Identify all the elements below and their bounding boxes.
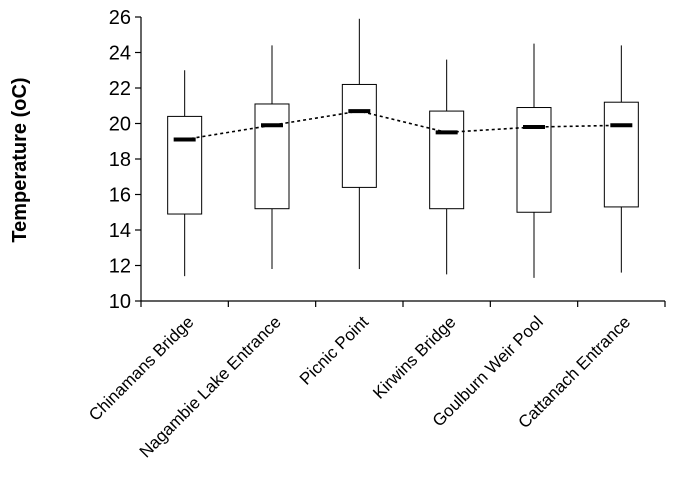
y-tick-label: 18 [109, 149, 131, 171]
iqr-box [341, 83, 377, 188]
median-line-layer [184, 110, 622, 141]
x-axis [140, 300, 666, 307]
box-6 [603, 45, 639, 273]
y-tick-label: 24 [109, 43, 131, 65]
iqr-box [254, 103, 290, 210]
y-tick-label: 26 [109, 7, 131, 29]
iqr-box [516, 107, 552, 213]
box-3 [341, 18, 377, 270]
y-tick-label: 16 [109, 185, 131, 207]
medians [173, 109, 633, 142]
box-1 [167, 70, 203, 277]
box-2 [254, 45, 290, 270]
iqr-box [603, 101, 639, 208]
box-4 [429, 59, 465, 275]
y-tick-label: 14 [109, 220, 131, 242]
y-tick-label: 20 [109, 114, 131, 136]
y-tick-label: 10 [109, 291, 131, 313]
category-label: Kirwins Bridge [369, 312, 459, 402]
y-axis-title: Temperature (oC) [9, 77, 31, 242]
y-tick-label: 22 [109, 78, 131, 100]
median-trend-line [184, 110, 622, 141]
y-tick-label: 12 [109, 256, 131, 278]
category-label: Picnic Point [296, 312, 372, 388]
y-axis: 10 12 14 16 18 20 22 24 26 [109, 7, 142, 313]
box-5 [516, 43, 552, 278]
iqr-box [167, 115, 203, 215]
iqr-box [429, 110, 465, 210]
boxes [167, 18, 639, 278]
category-label: Nagambie Lake Entrance [136, 312, 285, 461]
